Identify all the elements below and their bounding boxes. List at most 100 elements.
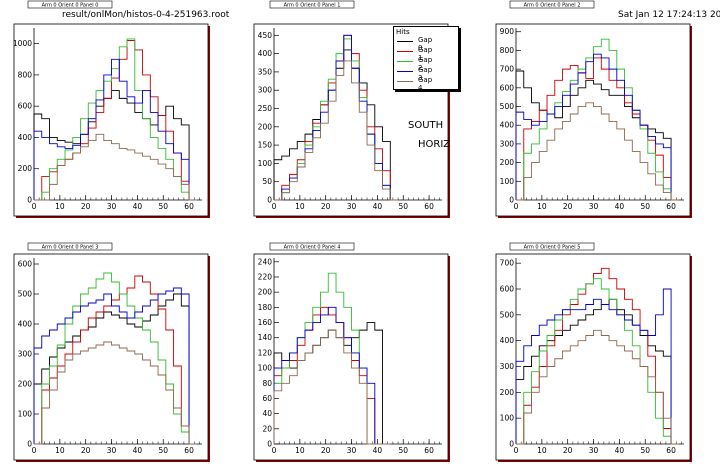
- legend-swatch: [397, 81, 413, 82]
- series-line: [273, 329, 391, 445]
- y-tick-label: 180: [258, 303, 273, 312]
- series-line: [516, 329, 679, 445]
- y-tick-label: 220: [258, 272, 273, 281]
- x-tick-label: 50: [640, 446, 650, 455]
- series-line: [34, 272, 197, 445]
- x-tick-label: 40: [373, 202, 383, 211]
- panel-title-box: [27, 242, 113, 251]
- y-tick-label: 40: [262, 409, 272, 418]
- series-line: [515, 53, 679, 201]
- x-tick-label: 0: [32, 446, 37, 455]
- y-tick-label: 400: [18, 320, 33, 329]
- y-tick-label: 300: [500, 139, 515, 148]
- plot-frame: [253, 253, 449, 461]
- panel-title: Arm 0 Orient 0 Panel 2: [524, 3, 581, 9]
- x-tick-label: 60: [184, 202, 194, 211]
- x-tick-label: 30: [347, 202, 357, 211]
- legend-label: Gap 2: [418, 56, 433, 72]
- legend-title: Hits: [396, 28, 410, 36]
- x-tick-label: 60: [424, 202, 434, 211]
- x-tick-label: 0: [32, 202, 37, 211]
- y-tick-label: 150: [258, 141, 273, 150]
- series-line: [515, 70, 679, 201]
- y-tick-label: 500: [500, 310, 515, 319]
- y-tick-label: 250: [258, 104, 273, 113]
- panel-title: Arm 0 Orient 0 Panel 3: [42, 245, 99, 251]
- panel-title-box: [269, 0, 355, 9]
- y-tick-label: 80: [262, 379, 272, 388]
- legend-label: Gap 0: [418, 36, 433, 52]
- x-tick-label: 10: [295, 202, 305, 211]
- series-line: [33, 287, 197, 445]
- legend-label: Gap 4: [418, 76, 433, 92]
- x-tick-label: 40: [615, 446, 625, 455]
- x-tick-label: 50: [398, 446, 408, 455]
- x-tick-label: 0: [514, 202, 519, 211]
- x-tick-label: 30: [107, 202, 117, 211]
- y-tick-label: 0: [27, 196, 32, 205]
- x-tick-label: 20: [81, 446, 91, 455]
- x-tick-label: 10: [537, 202, 547, 211]
- series-line: [34, 38, 197, 201]
- panel-title-box: [509, 242, 595, 251]
- legend-swatch: [397, 51, 413, 52]
- x-tick-label: 50: [158, 446, 168, 455]
- legend-swatch: [397, 71, 413, 72]
- y-tick-label: 200: [18, 164, 33, 173]
- y-tick-label: 400: [258, 49, 273, 58]
- y-tick-label: 300: [258, 86, 273, 95]
- series-line: [34, 341, 197, 445]
- y-tick-label: 800: [18, 70, 33, 79]
- y-tick-label: 400: [18, 133, 33, 142]
- x-tick-label: 30: [589, 202, 599, 211]
- panel-title: Arm 0 Orient 0 Panel 5: [524, 245, 581, 251]
- y-tick-label: 350: [258, 67, 273, 76]
- x-tick-label: 60: [666, 202, 676, 211]
- legend-swatch: [397, 41, 413, 42]
- y-tick-label: 600: [18, 260, 33, 269]
- series-line: [516, 57, 679, 201]
- plot-frame: [495, 253, 691, 461]
- y-tick-label: 50: [262, 177, 272, 186]
- y-tick-label: 300: [500, 362, 515, 371]
- x-tick-label: 20: [321, 202, 331, 211]
- x-tick-label: 20: [563, 446, 573, 455]
- x-tick-label: 20: [563, 202, 573, 211]
- series-line: [33, 58, 197, 201]
- panel-title: Arm 0 Orient 0 Panel 4: [284, 245, 341, 251]
- panel-title-box: [269, 242, 355, 251]
- plot-frame: [13, 253, 209, 461]
- panel-title-box: [509, 0, 595, 9]
- y-tick-label: 120: [258, 348, 273, 357]
- series-line: [34, 133, 197, 201]
- y-tick-label: 800: [500, 46, 515, 55]
- y-tick-label: 500: [500, 102, 515, 111]
- legend-label: Gap 1: [418, 46, 433, 62]
- y-tick-label: 160: [258, 318, 273, 327]
- x-tick-label: 30: [589, 446, 599, 455]
- x-tick-label: 60: [184, 446, 194, 455]
- x-tick-label: 0: [272, 446, 277, 455]
- series-line: [34, 275, 197, 445]
- panel-title: Arm 0 Orient 0 Panel 1: [284, 3, 341, 9]
- panel-title-box: [27, 0, 113, 9]
- panel-title: Arm 0 Orient 0 Panel 0: [42, 3, 99, 9]
- y-tick-label: 0: [27, 440, 32, 449]
- legend: Hits Gap 0 Gap 1 Gap 2 Gap 3 Gap 4: [393, 26, 459, 92]
- y-tick-label: 240: [258, 257, 273, 266]
- y-tick-label: 1000: [13, 39, 32, 48]
- legend-label: Gap 3: [418, 66, 433, 82]
- series-line: [515, 288, 679, 445]
- y-tick-label: 200: [258, 288, 273, 297]
- x-tick-label: 10: [55, 446, 65, 455]
- y-tick-label: 700: [500, 259, 515, 268]
- y-tick-label: 0: [267, 440, 272, 449]
- series-line: [516, 267, 679, 445]
- x-tick-label: 30: [347, 446, 357, 455]
- y-tick-label: 0: [509, 196, 514, 205]
- y-tick-label: 200: [258, 122, 273, 131]
- file-label: result/onlMon/histos-0-4-251963.root: [62, 10, 230, 20]
- x-tick-label: 10: [537, 446, 547, 455]
- y-tick-label: 60: [262, 394, 272, 403]
- x-tick-label: 0: [272, 202, 277, 211]
